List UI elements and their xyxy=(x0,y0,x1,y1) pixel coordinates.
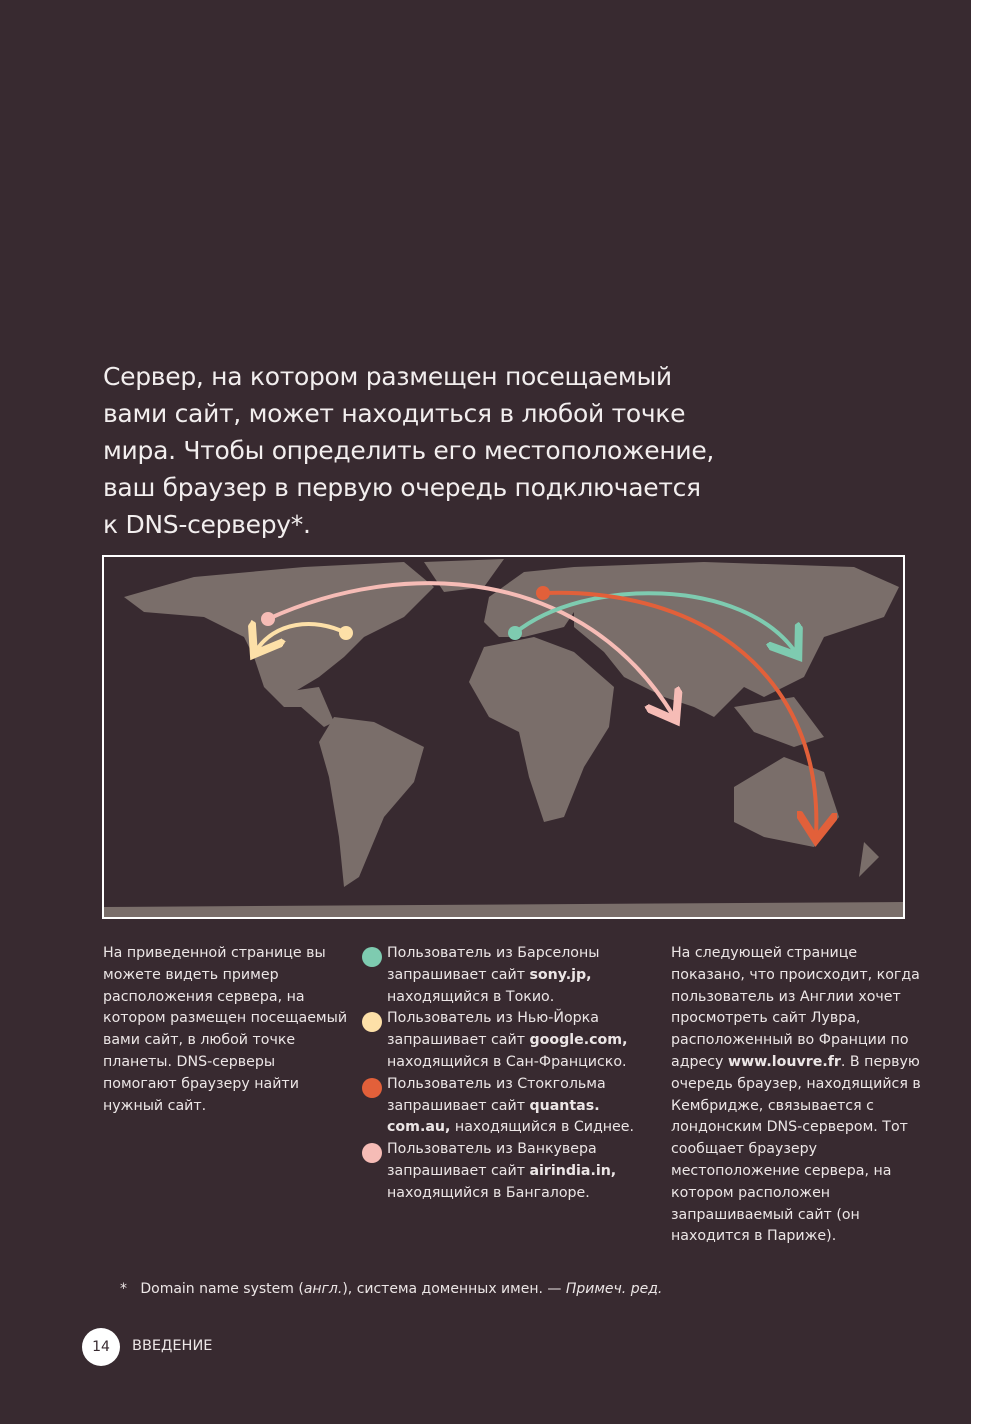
route-stockholm-sydney xyxy=(541,590,816,836)
southeast-asia xyxy=(734,697,824,747)
yellow-dot-icon xyxy=(362,1012,382,1033)
continents xyxy=(104,559,903,917)
teal-dot-icon xyxy=(362,947,382,967)
antarctica xyxy=(104,902,903,917)
page-number: 14 xyxy=(82,1328,120,1366)
vancouver-marker xyxy=(261,612,275,626)
legend-item-barcelona: Пользователь из Барселоны запрашивает са… xyxy=(362,943,662,1008)
route-newyork-sanfrancisco xyxy=(256,624,348,651)
asia xyxy=(574,562,899,717)
legend-item-stockholm: Пользователь из Стокгольма запрашивает с… xyxy=(362,1074,662,1139)
australia xyxy=(734,757,839,847)
right-column-text: На следующей странице показано, что прои… xyxy=(671,945,921,1245)
africa xyxy=(469,637,614,822)
pink-dot-icon xyxy=(362,1143,382,1164)
legend-item-vancouver: Пользователь из Ванкувера запрашивает са… xyxy=(362,1139,662,1204)
greenland xyxy=(424,559,504,592)
routes xyxy=(256,581,816,836)
section-title: ВВЕДЕНИЕ xyxy=(132,1338,213,1354)
newyork-marker xyxy=(339,626,353,640)
book-page: Сервер, на котором размещен посещаемый в… xyxy=(0,0,971,1424)
barcelona-marker xyxy=(508,626,522,640)
orange-dot-icon xyxy=(362,1077,382,1098)
footnote: * Domain name system (англ.), система до… xyxy=(120,1281,663,1297)
route-barcelona-tokyo xyxy=(513,591,796,653)
lead-paragraph: Сервер, на котором размещен посещаемый в… xyxy=(103,362,715,539)
route-vancouver-bangalore xyxy=(266,581,674,717)
world-map xyxy=(102,555,905,919)
south-america xyxy=(319,717,424,887)
legend-item-newyork: Пользователь из Нью-Йорка запрашивает са… xyxy=(362,1008,662,1073)
central-america xyxy=(284,687,334,727)
new-zealand xyxy=(859,842,879,877)
legend: Пользователь из Барселоны запрашивает са… xyxy=(362,943,662,1205)
left-column-text: На приведенной странице вы можете видеть… xyxy=(103,945,348,1114)
stockholm-marker xyxy=(536,586,550,600)
